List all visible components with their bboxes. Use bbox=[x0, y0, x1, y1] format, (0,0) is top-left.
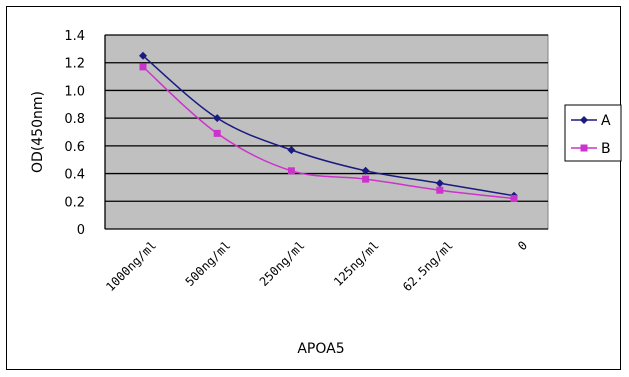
data-point bbox=[362, 175, 370, 183]
x-tick-label: 1000ng/ml bbox=[103, 238, 159, 294]
y-axis-title: OD(450nm) bbox=[30, 91, 46, 173]
y-tick-label: 0.6 bbox=[64, 140, 85, 155]
y-tick-label: 1.2 bbox=[64, 57, 85, 72]
y-tick-label: 0 bbox=[77, 223, 85, 238]
data-point bbox=[139, 63, 147, 71]
legend-box bbox=[564, 104, 622, 162]
x-axis-title: APOA5 bbox=[297, 341, 344, 357]
x-tick-label: 0 bbox=[515, 238, 530, 253]
y-tick-label: 0.2 bbox=[64, 195, 85, 210]
legend-item: A bbox=[571, 113, 611, 129]
legend-item: B bbox=[571, 141, 611, 157]
data-point bbox=[287, 167, 295, 175]
plot-area bbox=[104, 34, 549, 230]
data-point bbox=[213, 129, 221, 137]
y-tick-label: 0.4 bbox=[64, 168, 85, 183]
series-line-B bbox=[142, 66, 515, 200]
data-point bbox=[361, 166, 370, 175]
series-line-A bbox=[142, 55, 515, 197]
legend-label: A bbox=[601, 113, 611, 129]
data-point bbox=[287, 146, 296, 155]
legend-label: B bbox=[601, 141, 611, 157]
x-tick-label: 62.5ng/ml bbox=[400, 238, 456, 294]
data-point bbox=[139, 51, 147, 60]
series-B bbox=[139, 63, 518, 203]
data-point bbox=[510, 195, 518, 203]
data-point bbox=[435, 179, 444, 188]
y-tick-label: 1.4 bbox=[64, 29, 85, 44]
x-tick-label: 125ng/ml bbox=[331, 238, 382, 289]
legend-marker bbox=[580, 144, 588, 152]
data-point bbox=[436, 186, 444, 194]
x-axis-ticks: 1000ng/ml 500ng/ml 250ng/ml 125ng/ml 62.5ng/… bbox=[103, 238, 530, 294]
x-tick-label: 250ng/ml bbox=[257, 238, 308, 289]
y-tick-label: 1.0 bbox=[64, 84, 85, 99]
x-tick-label: 500ng/ml bbox=[183, 238, 234, 289]
legend-marker bbox=[580, 116, 588, 124]
series-layer bbox=[139, 51, 518, 203]
data-point bbox=[213, 114, 222, 123]
legend: AB bbox=[564, 104, 622, 162]
y-tick-label: 0.8 bbox=[64, 112, 85, 127]
y-axis-ticks: 1.4 1.2 1.0 0.8 0.6 0.4 0.2 0 bbox=[64, 29, 85, 238]
plot-background bbox=[104, 34, 549, 230]
